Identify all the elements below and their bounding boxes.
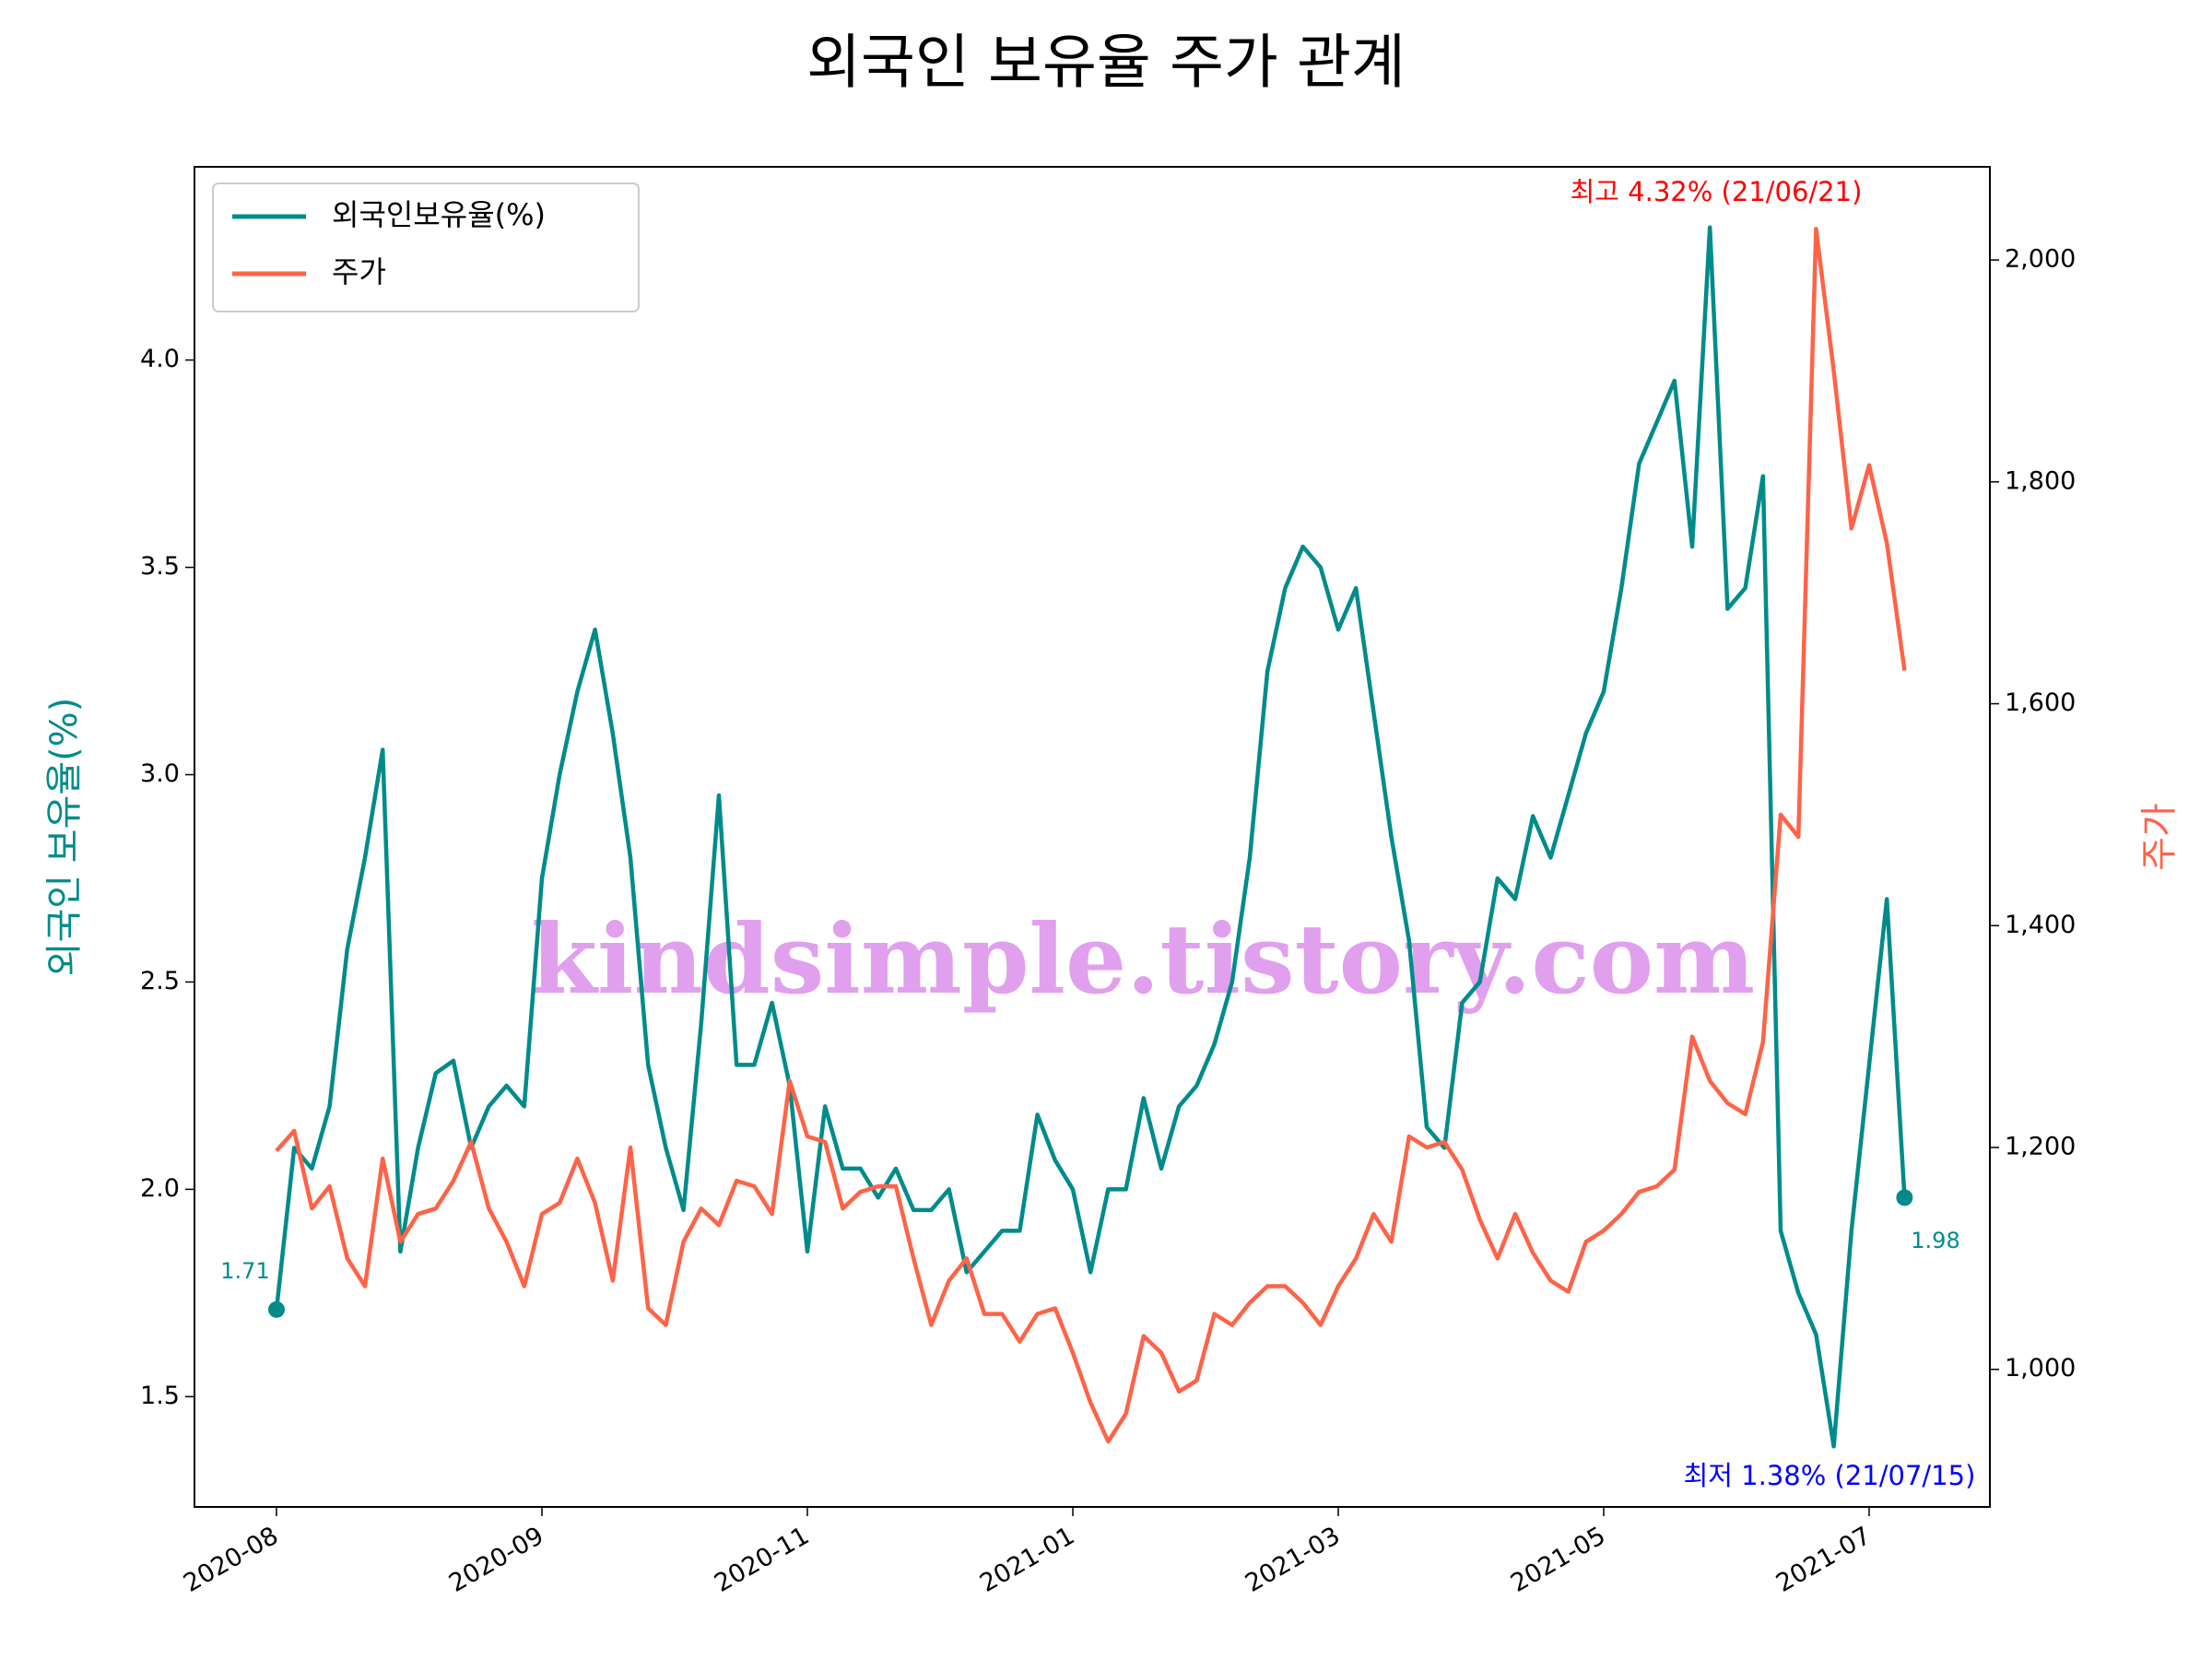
y2-tick-label: 1,400: [2005, 911, 2076, 939]
plot-frame: [194, 166, 1991, 1508]
y2-tick-label: 1,200: [2005, 1133, 2076, 1161]
y-tick-label: 1.5: [140, 1382, 180, 1410]
y-tick-label: 4.0: [140, 345, 180, 373]
y2-tick-label: 1,000: [2005, 1354, 2076, 1382]
y-tick-label: 2.0: [140, 1174, 180, 1203]
annotation: 1.98: [1911, 1228, 1959, 1253]
annotation: 최저 1.38% (21/07/15): [1684, 1460, 1976, 1491]
y2-tick-label: 1,600: [2005, 688, 2076, 717]
watermark: kindsimple.tistory.com: [531, 902, 1755, 1016]
legend: 외국인보유율(%) 주가: [212, 182, 640, 312]
annotation: 최고 4.32% (21/06/21): [1571, 176, 1863, 207]
y-tick-label: 3.5: [140, 552, 180, 581]
series-line: [274, 225, 1907, 1449]
annotation: 1.71: [220, 1258, 269, 1284]
y2-tick-label: 1,800: [2005, 466, 2076, 495]
legend-box: [212, 182, 640, 312]
chart-title: 외국인 보유율 주가 관계: [806, 29, 1406, 98]
y-tick-label: 2.5: [140, 967, 180, 995]
y2-tick-label: 2,000: [2005, 245, 2076, 274]
legend-label: 외국인보유율(%): [332, 197, 546, 232]
y-tick-label: 3.0: [140, 759, 180, 788]
y-axis-label: 외국인 보유율(%): [43, 698, 86, 977]
point-marker: [268, 1300, 285, 1318]
y2-axis-label: 주가: [2138, 803, 2181, 871]
legend-label: 주가: [332, 254, 386, 289]
series-line: [275, 227, 1907, 1444]
point-marker: [1896, 1189, 1913, 1206]
